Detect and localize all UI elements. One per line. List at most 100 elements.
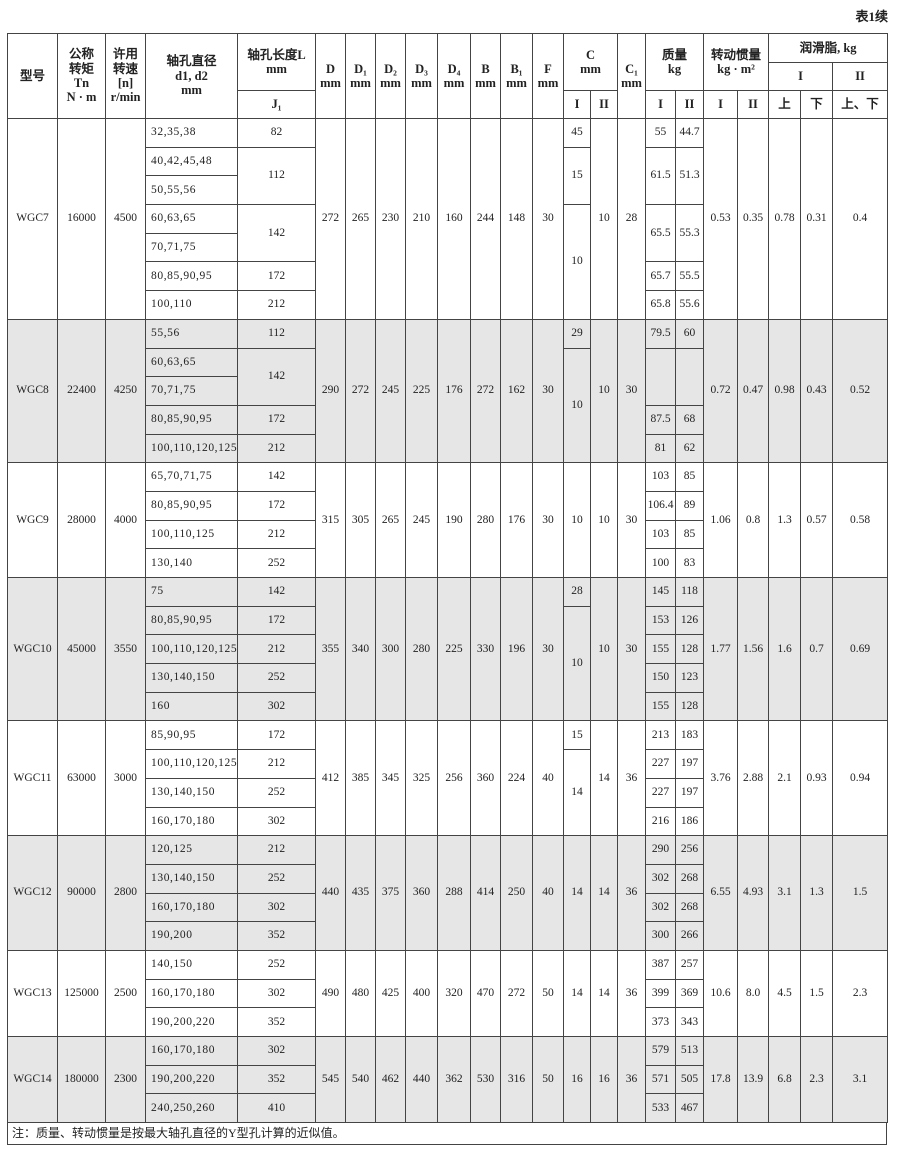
table-cell: 3.1 <box>832 1035 889 1124</box>
table-cell: 160,170,180 <box>145 892 238 923</box>
table-cell: 81 <box>645 433 677 464</box>
cell-text: 245 <box>381 384 400 397</box>
cell-text: D₄ <box>447 61 461 76</box>
cell-text: 470 <box>476 986 495 999</box>
table-cell: 3550 <box>105 576 146 722</box>
table-cell: 10 <box>563 462 591 578</box>
table-cell: 0.69 <box>832 576 889 722</box>
cell-text: 302 <box>267 900 286 913</box>
cell-text: 160,170,180 <box>151 986 216 999</box>
table-cell: 10 <box>563 204 591 320</box>
table-cell: 36 <box>617 949 647 1038</box>
cell-text: 272 <box>351 384 370 397</box>
table-cell: 268 <box>675 863 705 894</box>
cell-text: II <box>855 69 865 84</box>
table-cell: 190,200 <box>145 921 238 951</box>
table-cell: 4500 <box>105 118 146 320</box>
table-cell: 212 <box>237 290 316 320</box>
cell-text: 0.72 <box>710 384 731 397</box>
cell-text: 14 <box>571 786 583 799</box>
table-cell: 36 <box>617 1035 647 1124</box>
table-cell: 15 <box>563 146 591 206</box>
cell-text: 14 <box>598 771 610 784</box>
cell-text: 172 <box>267 269 286 282</box>
cell-text: 3.1 <box>852 1072 868 1085</box>
cell-text: 转速 <box>112 61 138 76</box>
cell-text: mm <box>475 76 496 90</box>
cell-text: 40 <box>542 886 554 899</box>
table-cell: 2.3 <box>832 949 889 1038</box>
cell-text: 6.55 <box>710 886 731 899</box>
cell-text: 142 <box>267 226 286 239</box>
cell-text: 272 <box>507 986 526 999</box>
cell-text: 186 <box>680 814 699 827</box>
cell-text: 225 <box>412 384 431 397</box>
table-cell: 120,125 <box>145 835 238 865</box>
cell-text: 轴孔长度L <box>247 47 306 62</box>
cell-text: 29 <box>571 327 583 340</box>
table-row: WGC8 22400 4250 55,56 112 290 272 245 225 176 272 1… <box>7 318 889 464</box>
table-cell: 70,71,75 <box>145 232 238 263</box>
cell-text: 28 <box>571 585 583 598</box>
table-cell: 106.4 <box>645 490 677 521</box>
cell-text: 160,170,180 <box>151 814 216 827</box>
cell-text: 65,70,71,75 <box>151 470 213 483</box>
table-cell: 480 <box>345 949 376 1038</box>
cell-text: D₁ <box>354 61 367 76</box>
table-cell: 公称 转矩 Tn N · m <box>57 33 106 119</box>
table-cell: 100,110,120,125 <box>145 634 238 665</box>
cell-text: 30 <box>542 384 554 397</box>
table-cell: 225 <box>405 318 438 464</box>
table-cell: 290 <box>315 318 346 464</box>
cell-text: 150 <box>651 671 670 684</box>
cell-text: 302 <box>267 986 286 999</box>
cell-text: 352 <box>267 1072 286 1085</box>
table-cell: 10 <box>589 576 619 722</box>
cell-text: 252 <box>267 556 286 569</box>
table-cell: 0.43 <box>800 318 834 464</box>
table-cell: 65.5 <box>645 204 677 263</box>
table-cell <box>675 347 705 406</box>
table-cell: 256 <box>675 835 705 865</box>
table-cell: 256 <box>437 720 471 837</box>
cell-text: 425 <box>381 986 400 999</box>
cell-text: 266 <box>680 929 699 942</box>
table-cell: 210 <box>405 118 438 320</box>
table-row: 190,200,220 352 373 343 <box>8 1007 888 1037</box>
cell-text: WGC8 <box>16 384 49 397</box>
table-cell: 302 <box>645 892 677 923</box>
table-cell: 82 <box>237 118 316 148</box>
table-cell: 0.7 <box>800 576 834 722</box>
cell-text: 268 <box>680 900 699 913</box>
cell-text: 1.06 <box>710 513 731 526</box>
table-cell: 142 <box>237 577 316 607</box>
cell-text: 100,110,120,125 <box>151 441 238 454</box>
table-cell: 103 <box>645 519 677 550</box>
cell-text: 123 <box>680 671 699 684</box>
cell-text: 10 <box>598 384 610 397</box>
cell-text: 65.5 <box>650 226 671 239</box>
cell-text: kg · m² <box>717 62 755 76</box>
table-cell: 224 <box>500 720 533 837</box>
cell-text: 70,71,75 <box>151 240 197 253</box>
table-cell: 10 <box>589 462 619 578</box>
cell-text: 106.4 <box>647 499 674 512</box>
cell-text: 183 <box>680 728 699 741</box>
table-cell: WGC10 <box>7 576 58 722</box>
table-cell: 14 <box>563 949 591 1038</box>
cell-text: 100,110,125 <box>151 527 215 540</box>
cell-text: 32,35,38 <box>151 126 197 139</box>
cell-text: 36 <box>625 1072 638 1085</box>
table-cell: 128 <box>675 691 705 722</box>
cell-text: 82 <box>270 126 283 139</box>
table-cell: 103 <box>645 462 677 492</box>
cell-text: 28000 <box>67 513 96 526</box>
table-cell: 44.7 <box>675 118 705 148</box>
cell-text: 265 <box>381 513 400 526</box>
cell-text: 305 <box>351 513 370 526</box>
cell-text: 4000 <box>114 513 137 526</box>
table-cell: 80,85,90,95 <box>145 404 238 435</box>
table-cell: I <box>768 62 834 91</box>
table-cell: WGC12 <box>7 835 58 951</box>
table-cell: 1.06 <box>703 462 739 578</box>
